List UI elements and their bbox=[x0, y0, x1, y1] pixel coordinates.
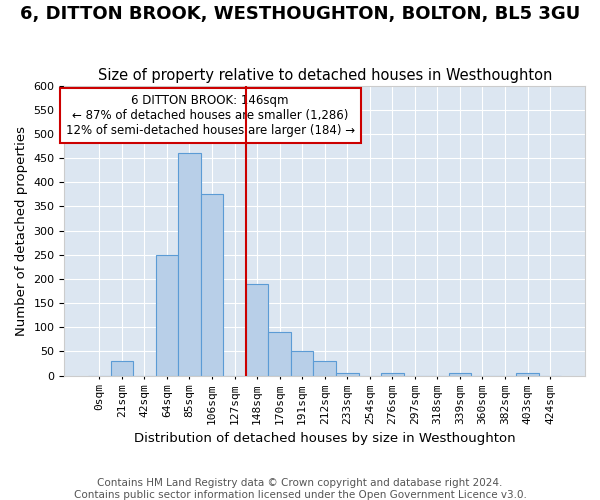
Bar bbox=[110, 361, 133, 376]
Bar bbox=[291, 352, 313, 376]
Bar bbox=[155, 254, 178, 376]
Text: 6 DITTON BROOK: 146sqm
← 87% of detached houses are smaller (1,286)
12% of semi-: 6 DITTON BROOK: 146sqm ← 87% of detached… bbox=[65, 94, 355, 138]
Bar bbox=[201, 194, 223, 376]
Bar bbox=[313, 361, 336, 376]
Bar bbox=[268, 332, 291, 376]
Text: Contains HM Land Registry data © Crown copyright and database right 2024.
Contai: Contains HM Land Registry data © Crown c… bbox=[74, 478, 526, 500]
Title: Size of property relative to detached houses in Westhoughton: Size of property relative to detached ho… bbox=[98, 68, 552, 83]
Bar bbox=[381, 373, 404, 376]
Bar bbox=[246, 284, 268, 376]
Bar bbox=[336, 373, 359, 376]
Bar bbox=[178, 153, 201, 376]
Bar bbox=[516, 373, 539, 376]
X-axis label: Distribution of detached houses by size in Westhoughton: Distribution of detached houses by size … bbox=[134, 432, 515, 445]
Bar bbox=[449, 373, 471, 376]
Text: 6, DITTON BROOK, WESTHOUGHTON, BOLTON, BL5 3GU: 6, DITTON BROOK, WESTHOUGHTON, BOLTON, B… bbox=[20, 5, 580, 23]
Y-axis label: Number of detached properties: Number of detached properties bbox=[15, 126, 28, 336]
